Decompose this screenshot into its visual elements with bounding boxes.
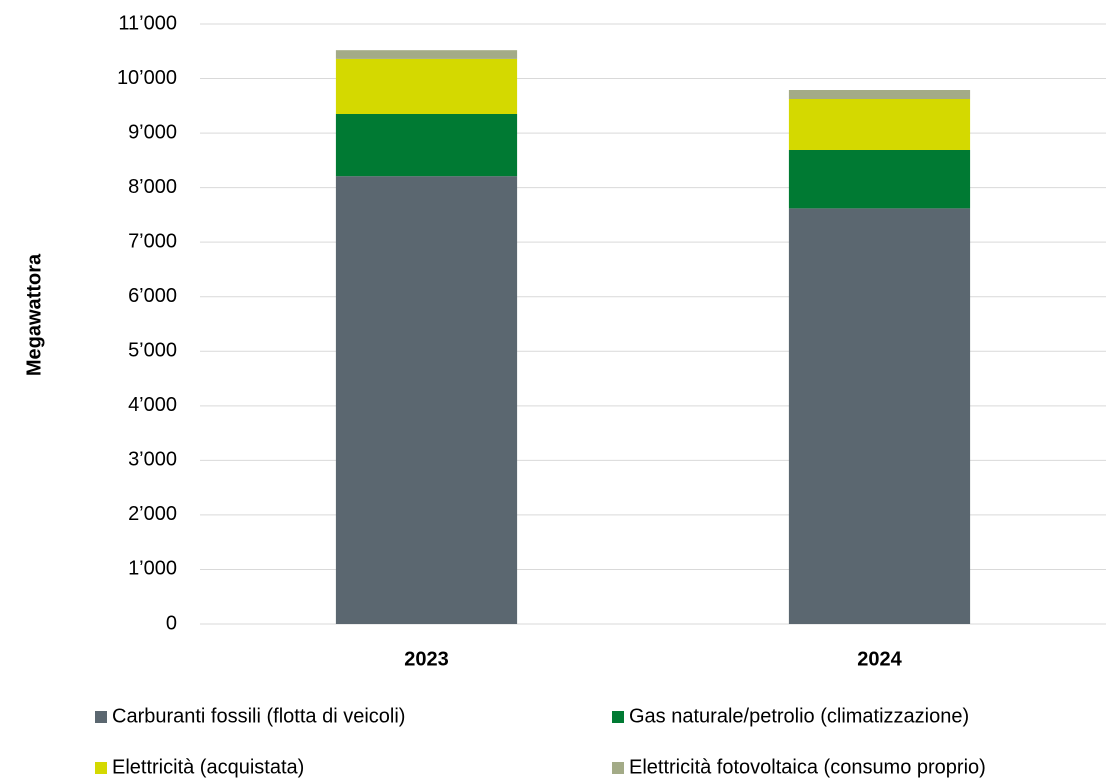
- legend-swatch: [95, 711, 107, 723]
- legend-swatch: [612, 711, 624, 723]
- bar-segment: [335, 50, 518, 59]
- bar-segment: [788, 99, 971, 150]
- y-tick-label: 8’000: [128, 176, 177, 198]
- legend-swatch: [612, 762, 624, 774]
- y-tick-label: 4’000: [128, 394, 177, 416]
- x-tick-label: 2023: [404, 648, 449, 670]
- y-tick-label: 3’000: [128, 449, 177, 471]
- bar-segment: [788, 150, 971, 209]
- y-tick-label: 10’000: [117, 67, 177, 89]
- y-axis-label: Megawattora: [23, 253, 45, 376]
- y-tick-label: 7’000: [128, 230, 177, 252]
- y-tick-label: 6’000: [128, 285, 177, 307]
- bar-segment: [335, 114, 518, 177]
- bar-segment: [335, 176, 518, 624]
- y-tick-label: 1’000: [128, 558, 177, 580]
- y-tick-label: 0: [166, 612, 177, 634]
- legend-label: Carburanti fossili (flotta di veicoli): [112, 705, 405, 727]
- y-tick-label: 2’000: [128, 503, 177, 525]
- legend-label: Gas naturale/petrolio (climatizzazione): [629, 705, 969, 727]
- x-tick-label: 2024: [857, 648, 902, 670]
- legend-label: Elettricità fotovoltaica (consumo propri…: [629, 756, 986, 778]
- bar-segment: [788, 208, 971, 624]
- legend-label: Elettricità (acquistata): [112, 756, 304, 778]
- y-tick-label: 5’000: [128, 340, 177, 362]
- bar-segment: [335, 58, 518, 114]
- y-tick-label: 9’000: [128, 121, 177, 143]
- y-tick-label: 11’000: [118, 12, 177, 34]
- bar-segment: [788, 90, 971, 99]
- legend-swatch: [95, 762, 107, 774]
